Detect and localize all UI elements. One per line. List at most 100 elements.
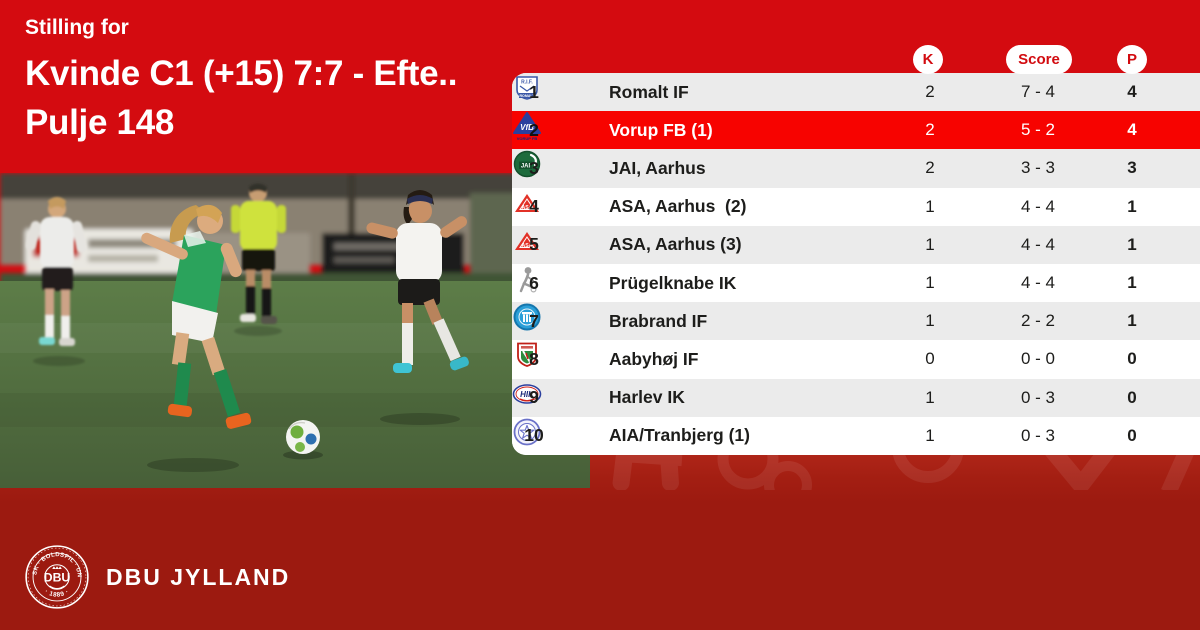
- matches-played: 1: [925, 196, 935, 216]
- matches-played: 2: [925, 120, 935, 140]
- points: 4: [1127, 82, 1137, 102]
- player-white-background: [25, 197, 87, 366]
- matches-played: 2: [925, 82, 935, 102]
- team-name: Prügelknabe IK: [609, 272, 737, 293]
- rank: 5: [529, 234, 539, 255]
- matches-played: 2: [925, 158, 935, 178]
- svg-text:R.I.F.: R.I.F.: [521, 80, 533, 86]
- points: 0: [1127, 387, 1137, 407]
- rank: 8: [529, 348, 539, 369]
- matches-played: 1: [925, 234, 935, 254]
- table-row: 1 R.I.F. ROMALT Romalt IF 2 7 - 4 4: [512, 73, 1200, 112]
- rank: 7: [529, 310, 539, 331]
- svg-text:JAI: JAI: [521, 164, 531, 170]
- team-name: Vorup FB (1): [609, 119, 713, 140]
- player-white-right: [366, 190, 469, 425]
- dbu-watermark-graphic: [612, 455, 1200, 490]
- goal-score: 4 - 4: [1020, 234, 1056, 254]
- rank: 9: [529, 387, 539, 408]
- page-title-line1: Kvinde C1 (+15) 7:7 - Efte..: [25, 54, 458, 93]
- column-badge-p: P: [1117, 45, 1147, 74]
- table-row-highlighted: 2 VfB VORUP FB Vorup FB (1) 2 5 - 2 4: [512, 111, 1200, 150]
- table-row: 10 AIA/Tranbjerg (1) 1 0 - 3 0: [512, 416, 1200, 455]
- svg-text:ASA: ASA: [522, 243, 533, 249]
- table-row: 4 ASA ASA, Aarhus (2) 1 4 - 4 1: [512, 187, 1200, 226]
- footer-branding: DANSK · BOLDSPIL · UNION · 1889 · DBU DB…: [24, 544, 290, 610]
- matches-played: 1: [925, 425, 935, 445]
- matches-played: 1: [925, 273, 935, 293]
- svg-text:HIK: HIK: [520, 390, 535, 399]
- team-name: Romalt IF: [609, 81, 689, 102]
- asa-aarhus-logo-icon: ASA: [515, 231, 539, 250]
- team-name: JAI, Aarhus: [609, 157, 706, 178]
- rank: 4: [529, 196, 539, 217]
- matches-played: 1: [925, 311, 935, 331]
- brand-name: DBU JYLLAND: [106, 563, 291, 590]
- team-name: Brabrand IF: [609, 310, 708, 331]
- aia-tranbjerg-logo-icon: [513, 418, 541, 446]
- rank: 3: [529, 157, 539, 178]
- brabrand-if-logo-icon: [513, 303, 541, 331]
- harlev-ik-logo-icon: HIK: [512, 383, 542, 404]
- goal-score: 0 - 0: [1020, 349, 1056, 369]
- points: 1: [1127, 273, 1137, 293]
- svg-text:· 1889 ·: · 1889 ·: [43, 588, 70, 599]
- svg-text:VORUP FB: VORUP FB: [517, 136, 538, 141]
- rank: 1: [529, 81, 539, 102]
- aabyhoej-if-logo-icon: [517, 342, 537, 368]
- table-row: 9 HIK Harlev IK 1 0 - 3 0: [512, 378, 1200, 417]
- page-title-line2: Pulje 148: [25, 103, 175, 142]
- goal-score: 5 - 2: [1020, 120, 1056, 140]
- vorup-fb-logo-icon: VfB VORUP FB: [513, 112, 541, 141]
- points: 0: [1127, 349, 1137, 369]
- svg-text:ROMALT: ROMALT: [519, 94, 535, 98]
- team-name: ASA, Aarhus (3): [609, 234, 742, 255]
- rank: 6: [529, 272, 539, 293]
- pruegelknabe-ik-logo-icon: [519, 267, 537, 293]
- table-row: 6 Prügelknabe IK 1 4 - 4 1: [512, 263, 1200, 303]
- team-name: Harlev IK: [609, 387, 685, 408]
- goal-score: 4 - 4: [1020, 273, 1056, 293]
- points: 1: [1127, 234, 1137, 254]
- team-name: AIA/Tranbjerg (1): [609, 425, 750, 446]
- goal-score: 3 - 3: [1020, 158, 1056, 178]
- match-photo: [0, 173, 590, 488]
- photo-background: [0, 173, 590, 287]
- svg-text:DBU: DBU: [44, 570, 71, 584]
- title-block: Stilling for Kvinde C1 (+15) 7:7 - Efte.…: [25, 16, 457, 147]
- goal-score: 0 - 3: [1020, 387, 1056, 407]
- svg-text:ASA: ASA: [522, 205, 533, 211]
- table-row: 5 ASA ASA, Aarhus (3) 1 4 - 4 1: [512, 225, 1200, 264]
- table-row: 3 JAI JAI, Aarhus 2 3 - 3 3: [512, 149, 1200, 188]
- football: [283, 420, 323, 460]
- rank: 2: [529, 119, 539, 140]
- team-name: ASA, Aarhus (2): [609, 196, 747, 217]
- goal-score: 7 - 4: [1020, 82, 1056, 102]
- referee: [231, 183, 286, 336]
- standings-table: 1 R.I.F. ROMALT Romalt IF 2 7 - 4 4 2 Vf…: [512, 73, 1200, 455]
- jai-aarhus-logo-icon: JAI: [513, 151, 541, 178]
- matches-played: 0: [925, 349, 935, 369]
- table-row: 7 Brabrand IF 1 2 - 2 1: [512, 302, 1200, 341]
- column-badge-k: K: [913, 45, 943, 74]
- points: 1: [1127, 311, 1137, 331]
- romalt-if-logo-icon: R.I.F. ROMALT: [516, 76, 538, 100]
- eyebrow-label: Stilling for: [25, 16, 129, 39]
- team-name: Aabyhøj IF: [609, 348, 699, 369]
- svg-text:VfB: VfB: [520, 123, 534, 132]
- goal-score: 0 - 3: [1020, 425, 1056, 445]
- points: 0: [1127, 425, 1137, 445]
- goal-score: 2 - 2: [1020, 311, 1056, 331]
- player-green-main: [141, 204, 252, 472]
- matches-played: 1: [925, 387, 935, 407]
- points: 4: [1127, 120, 1137, 140]
- points: 3: [1127, 158, 1137, 178]
- asa-aarhus-logo-icon: ASA: [515, 193, 539, 212]
- table-row: 8 Aabyhøj IF 0 0 - 0 0: [512, 340, 1200, 379]
- dbu-emblem-logo: DANSK · BOLDSPIL · UNION · 1889 · DBU: [24, 544, 89, 609]
- goal-score: 4 - 4: [1020, 196, 1056, 216]
- pitch-grass: [0, 281, 590, 488]
- rank: 10: [524, 425, 544, 446]
- column-badge-score: Score: [1006, 45, 1072, 74]
